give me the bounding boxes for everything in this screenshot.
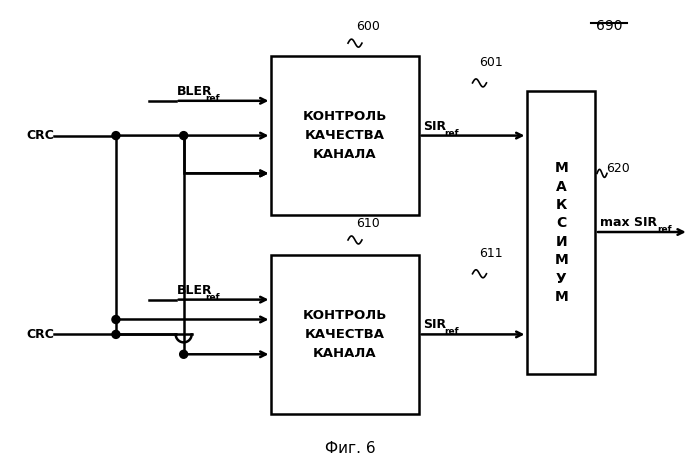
Circle shape bbox=[180, 350, 188, 358]
Circle shape bbox=[112, 331, 120, 338]
Text: Фиг. 6: Фиг. 6 bbox=[325, 441, 375, 456]
Text: BLER: BLER bbox=[176, 284, 212, 296]
Text: М
А
К
С
И
М
У
М: М А К С И М У М bbox=[554, 161, 568, 304]
Text: 601: 601 bbox=[480, 56, 503, 69]
Text: BLER: BLER bbox=[176, 85, 212, 98]
Text: ref: ref bbox=[206, 293, 220, 302]
Text: КОНТРОЛЬ
КАЧЕСТВА
КАНАЛА: КОНТРОЛЬ КАЧЕСТВА КАНАЛА bbox=[303, 309, 387, 360]
Circle shape bbox=[112, 132, 120, 140]
Text: КОНТРОЛЬ
КАЧЕСТВА
КАНАЛА: КОНТРОЛЬ КАЧЕСТВА КАНАЛА bbox=[303, 110, 387, 161]
Bar bbox=[272, 56, 419, 215]
Circle shape bbox=[112, 316, 120, 324]
Text: ref: ref bbox=[444, 327, 459, 336]
Text: SIR: SIR bbox=[423, 318, 446, 332]
Text: max SIR: max SIR bbox=[600, 216, 657, 229]
Text: 611: 611 bbox=[480, 247, 503, 260]
Text: SIR: SIR bbox=[423, 120, 446, 133]
Text: 610: 610 bbox=[356, 217, 380, 230]
Text: 620: 620 bbox=[606, 162, 630, 175]
Text: CRC: CRC bbox=[27, 129, 54, 142]
Text: 690: 690 bbox=[596, 19, 622, 33]
Text: 600: 600 bbox=[356, 20, 380, 33]
Text: ref: ref bbox=[444, 129, 459, 137]
Text: CRC: CRC bbox=[27, 328, 54, 341]
Bar bbox=[527, 91, 595, 374]
Text: ref: ref bbox=[657, 225, 671, 234]
Text: ref: ref bbox=[206, 94, 220, 103]
Bar bbox=[272, 255, 419, 414]
Circle shape bbox=[180, 132, 188, 140]
